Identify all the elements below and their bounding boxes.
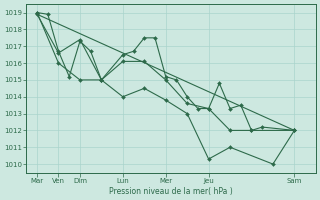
X-axis label: Pression niveau de la mer( hPa ): Pression niveau de la mer( hPa ) [109,187,233,196]
